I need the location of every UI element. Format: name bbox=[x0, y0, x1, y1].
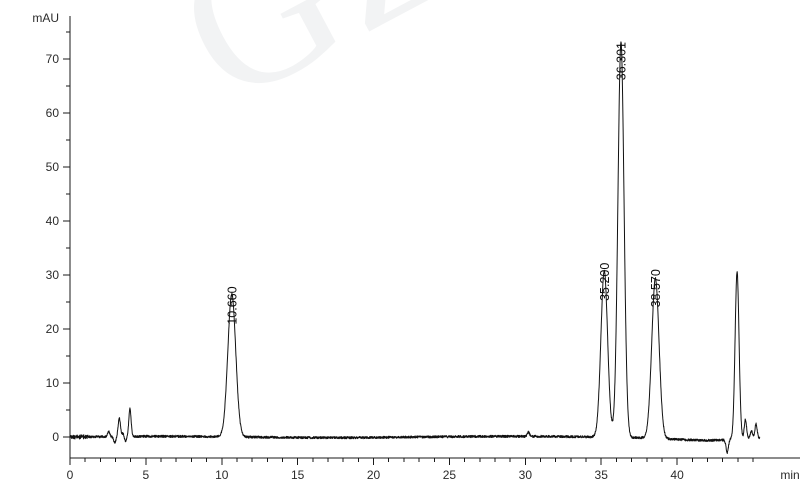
y-tick-label: 0 bbox=[52, 430, 59, 444]
chromatogram-trace-path bbox=[69, 41, 761, 454]
y-tick-label: 20 bbox=[46, 322, 60, 336]
x-tick-label: 0 bbox=[67, 468, 74, 482]
x-tick-label: 10 bbox=[215, 468, 229, 482]
peak-retention-time-label: 10.660 bbox=[225, 286, 239, 324]
x-axis: 0 5 10 15 20 25 30 35 40 min bbox=[67, 457, 800, 482]
x-tick-label: 35 bbox=[595, 468, 609, 482]
y-tick-label: 70 bbox=[46, 52, 60, 66]
y-tick-label: 50 bbox=[46, 160, 60, 174]
x-tick-label: 5 bbox=[143, 468, 150, 482]
peak-retention-time-label: 38.570 bbox=[649, 269, 663, 307]
peak-retention-time-label: 35.200 bbox=[598, 263, 612, 301]
y-tick-label: 30 bbox=[46, 268, 60, 282]
signal-trace bbox=[69, 41, 761, 454]
y-tick-label: 60 bbox=[46, 106, 60, 120]
y-axis: 0 10 20 30 40 50 60 70 mAU bbox=[32, 11, 71, 458]
x-tick-label: 15 bbox=[291, 468, 305, 482]
x-axis-unit-label: min bbox=[780, 468, 799, 482]
peak-labels: 10.660 35.200 36.301 38.570 bbox=[225, 42, 663, 325]
x-tick-label: 30 bbox=[519, 468, 533, 482]
y-tick-label: 10 bbox=[46, 376, 60, 390]
y-axis-unit-label: mAU bbox=[32, 11, 59, 25]
peak-retention-time-label: 36.301 bbox=[614, 42, 628, 80]
x-tick-label: 20 bbox=[367, 468, 381, 482]
y-tick-label: 40 bbox=[46, 214, 60, 228]
x-tick-label: 40 bbox=[670, 468, 684, 482]
x-tick-label: 25 bbox=[443, 468, 457, 482]
